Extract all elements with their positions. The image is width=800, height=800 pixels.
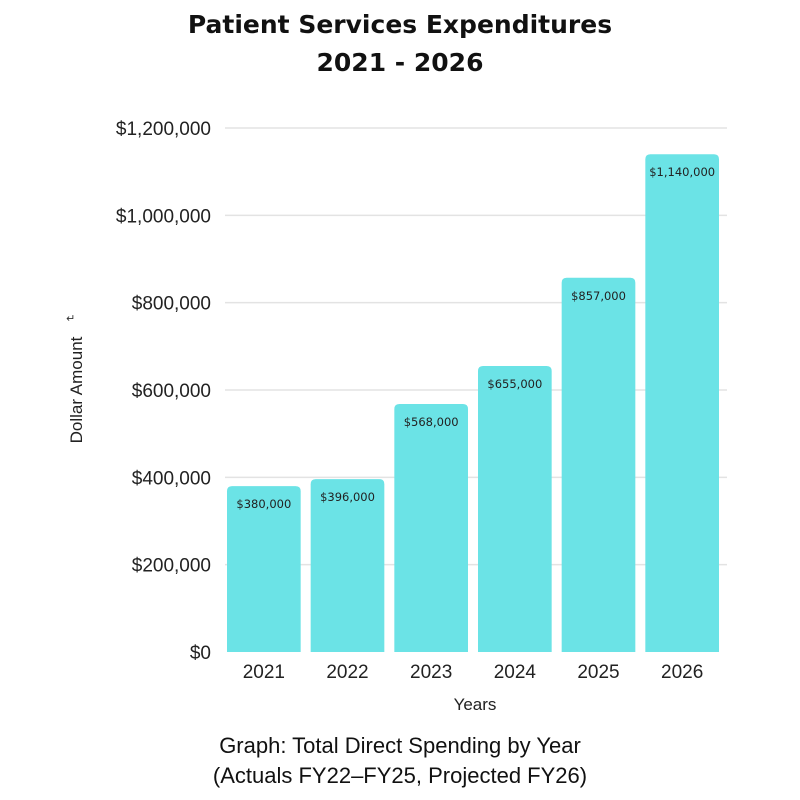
x-tick-label: 2025 <box>577 662 619 683</box>
y-tick-label: $200,000 <box>132 556 211 577</box>
bar <box>478 365 552 652</box>
y-tick-label: $400,000 <box>132 468 211 489</box>
data-label: $857,000 <box>571 289 626 303</box>
data-label: $380,000 <box>236 497 291 511</box>
data-label: $568,000 <box>404 415 459 429</box>
return-arrow-icon: ↵ <box>66 312 76 325</box>
chart-subtitle: 2021 - 2026 <box>316 48 484 77</box>
bar <box>394 403 468 652</box>
y-tick-label: $600,000 <box>132 381 211 402</box>
bar <box>561 277 636 652</box>
x-tick-label: 2026 <box>661 662 703 683</box>
data-label: $1,140,000 <box>649 165 715 179</box>
y-tick-label: $1,200,000 <box>116 119 211 140</box>
x-tick-label: 2023 <box>410 662 452 683</box>
y-tick-label: $0 <box>190 643 211 664</box>
x-tick-label: 2024 <box>494 662 537 683</box>
caption-line-2: (Actuals FY22–FY25, Projected FY26) <box>212 763 588 788</box>
y-tick-label: $800,000 <box>132 294 211 315</box>
bar <box>227 486 301 652</box>
y-tick-label: $1,000,000 <box>116 206 211 227</box>
bar <box>310 479 385 652</box>
bar <box>645 154 719 652</box>
caption-line-1: Graph: Total Direct Spending by Year <box>219 733 581 758</box>
x-tick-label: 2021 <box>243 662 285 683</box>
data-label: $396,000 <box>320 490 375 504</box>
x-axis-label: Years <box>454 695 497 714</box>
y-axis-label: Dollar Amount <box>67 336 86 443</box>
chart-title: Patient Services Expenditures <box>187 10 613 39</box>
x-tick-label: 2022 <box>326 662 368 683</box>
data-label: $655,000 <box>487 377 542 391</box>
